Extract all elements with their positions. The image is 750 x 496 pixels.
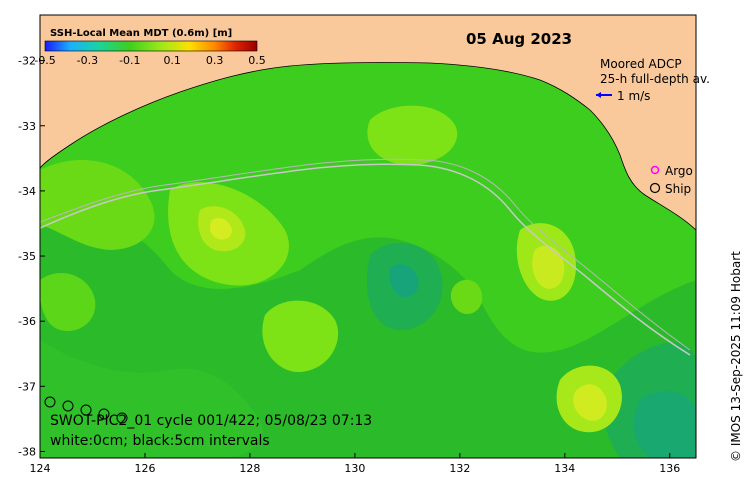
positive-anomalies	[40, 105, 622, 433]
map-date: 05 Aug 2023	[466, 30, 572, 48]
imos-credit: © IMOS 13-Sep-2025 11:09 Hobart	[729, 251, 743, 462]
mid-small-high	[450, 279, 483, 315]
x-tick-label: 132	[449, 462, 470, 475]
plot-frame	[39, 14, 697, 459]
ship-track-point	[98, 408, 110, 420]
y-tick-label: -37	[18, 380, 36, 393]
y-tick-label: -32	[18, 55, 36, 68]
eddy-core	[389, 264, 419, 298]
far-west-high	[40, 272, 96, 331]
ship-track	[44, 396, 128, 424]
colorbar-gradient	[44, 40, 258, 52]
colorbar: SSH-Local Mean MDT (0.6m) [m] -0.5 -0.3 -0…	[34, 28, 265, 67]
y-tick-label: -36	[18, 315, 36, 328]
adcp-scale-label: 1 m/s	[617, 89, 650, 103]
shelf-contour-inner	[40, 158, 691, 351]
land-australia	[40, 15, 696, 231]
x-tick-label: 136	[659, 462, 680, 475]
adcp-title-line2: 25-h full-depth av.	[600, 72, 710, 86]
ship-track-point	[44, 396, 56, 408]
x-axis: 124 126 128 130 132 134 136	[30, 453, 680, 475]
ship-track-point	[80, 404, 92, 416]
colorbar-ticks: -0.5 -0.3 -0.1 0.1 0.3 0.5	[34, 54, 265, 67]
x-tick-label: 134	[554, 462, 575, 475]
caption-line1: SWOT-PIC2_01 cycle 001/422; 05/08/23 07:…	[50, 413, 372, 429]
south-central-high	[262, 300, 339, 373]
adcp-arrow-head-icon	[596, 92, 601, 98]
ship-label: Ship	[665, 182, 691, 196]
caption-line2: white:0cm; black:5cm intervals	[50, 433, 270, 449]
adcp-title-line1: Moored ADCP	[600, 57, 682, 71]
x-tick-label: 128	[239, 462, 260, 475]
sw-dark-region	[40, 340, 263, 458]
ship-track-point	[62, 400, 74, 412]
x-tick-label: 126	[134, 462, 155, 475]
x-tick-label: 124	[30, 462, 51, 475]
y-axis: -32 -33 -34 -35 -36 -37 -38	[18, 55, 45, 458]
y-tick-label: -35	[18, 250, 36, 263]
y-tick-label: -34	[18, 185, 36, 198]
shelf-contour	[40, 163, 691, 356]
north-high	[367, 105, 458, 165]
y-tick-label: -38	[18, 445, 36, 458]
x-tick-label: 130	[344, 462, 365, 475]
colorbar-tick-label: -0.3	[77, 54, 98, 67]
argo-label: Argo	[665, 164, 693, 178]
ssh-field	[40, 217, 696, 458]
y-tick-label: -33	[18, 120, 36, 133]
colorbar-tick-label: 0.1	[163, 54, 181, 67]
colorbar-title: SSH-Local Mean MDT (0.6m) [m]	[50, 28, 232, 39]
colorbar-tick-label: -0.1	[119, 54, 140, 67]
east-high-core	[532, 245, 565, 289]
se-eddy-core	[633, 391, 696, 458]
colorbar-tick-label: 0.3	[206, 54, 224, 67]
legend: Moored ADCP 25-h full-depth av. 1 m/s Ar…	[596, 57, 710, 196]
ship-track-point	[116, 412, 128, 424]
colorbar-tick-label: -0.5	[34, 54, 55, 67]
ship-marker-icon	[649, 182, 661, 194]
argo-marker-icon	[650, 165, 660, 175]
se-high-core	[573, 384, 607, 421]
colorbar-tick-label: 0.5	[248, 54, 266, 67]
west-high-peak	[209, 218, 232, 240]
map-plot-area	[40, 15, 696, 458]
